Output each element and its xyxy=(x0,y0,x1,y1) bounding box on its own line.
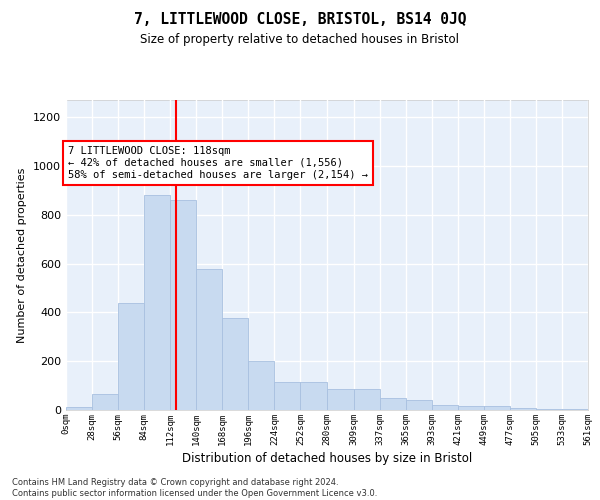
Bar xyxy=(118,302,144,410)
Text: 7, LITTLEWOOD CLOSE, BRISTOL, BS14 0JQ: 7, LITTLEWOOD CLOSE, BRISTOL, BS14 0JQ xyxy=(134,12,466,28)
Bar xyxy=(66,407,92,410)
Text: 7 LITTLEWOOD CLOSE: 118sqm
← 42% of detached houses are smaller (1,556)
58% of s: 7 LITTLEWOOD CLOSE: 118sqm ← 42% of deta… xyxy=(68,146,368,180)
Text: Size of property relative to detached houses in Bristol: Size of property relative to detached ho… xyxy=(140,32,460,46)
Bar xyxy=(274,382,301,410)
Bar xyxy=(484,406,510,410)
Bar xyxy=(510,408,536,410)
Bar xyxy=(170,200,196,410)
Y-axis label: Number of detached properties: Number of detached properties xyxy=(17,168,28,342)
Bar xyxy=(223,318,248,410)
Bar xyxy=(562,409,588,410)
Bar xyxy=(144,195,170,410)
Text: Contains HM Land Registry data © Crown copyright and database right 2024.
Contai: Contains HM Land Registry data © Crown c… xyxy=(12,478,377,498)
Bar xyxy=(380,398,406,410)
Bar xyxy=(326,390,353,410)
Bar xyxy=(406,400,431,410)
Bar xyxy=(301,382,326,410)
Bar xyxy=(536,409,562,410)
Bar xyxy=(431,404,458,410)
Bar xyxy=(353,390,380,410)
X-axis label: Distribution of detached houses by size in Bristol: Distribution of detached houses by size … xyxy=(182,452,472,465)
Bar xyxy=(92,394,118,410)
Bar xyxy=(196,269,223,410)
Bar xyxy=(248,361,274,410)
Bar xyxy=(458,406,484,410)
